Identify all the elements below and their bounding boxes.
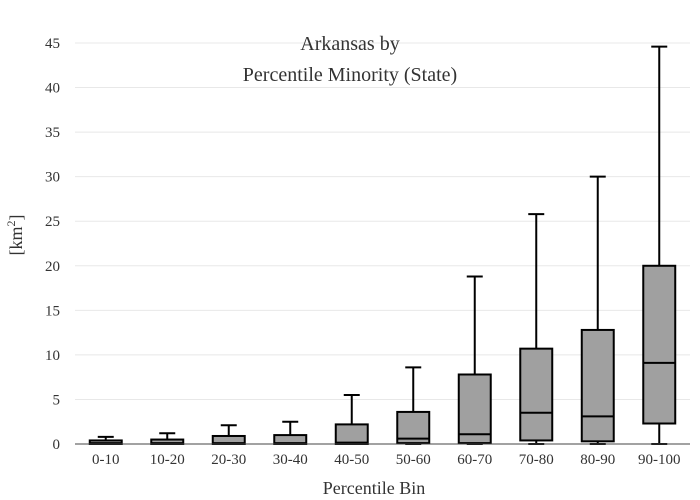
iqr-box [334,423,369,446]
box-10-20 [150,432,185,445]
x-tick-label: 20-30 [211,452,246,468]
y-tick-label: 0 [53,437,61,453]
y-axis-ticks: 0 5 10 15 20 25 30 35 40 45 [45,36,60,453]
y-axis-label-superscript: 2 [4,221,18,227]
box-60-70 [457,275,492,445]
y-tick-label: 15 [45,303,60,319]
y-axis-label-main: [km [6,227,26,256]
y-axis-label: [km2] [4,215,26,256]
x-tick-label: 60-70 [457,452,492,468]
box-50-60 [396,366,431,445]
box-0-10 [88,435,123,445]
y-tick-label: 35 [45,125,60,141]
iqr-box [580,328,615,443]
y-tick-label: 5 [53,392,61,408]
x-tick-label: 90-100 [638,452,681,468]
x-tick-label: 80-90 [580,452,615,468]
x-tick-label: 10-20 [150,452,185,468]
iqr-box [642,264,677,425]
box-90-100 [642,45,677,445]
chart-title-line1: Arkansas by [300,33,399,55]
box-40-50 [334,393,369,446]
grid-lines [75,42,690,400]
x-tick-label: 30-40 [273,452,308,468]
iqr-box [457,373,492,445]
y-axis-label-close: ] [6,215,26,221]
x-axis-ticks: 0-10 10-20 20-30 30-40 40-50 50-60 60-70 70-80 8… [92,452,681,468]
y-tick-label: 10 [45,348,60,364]
x-tick-label: 0-10 [92,452,120,468]
y-tick-label: 25 [45,214,60,230]
box-20-30 [211,424,246,446]
y-tick-label: 20 [45,259,60,275]
y-tick-label: 30 [45,170,60,186]
iqr-box [519,347,554,442]
box-80-90 [580,175,615,445]
box-30-40 [273,420,308,446]
x-tick-label: 50-60 [396,452,431,468]
box-70-80 [519,213,554,445]
x-tick-label: 70-80 [519,452,554,468]
chart-title-line2: Percentile Minority (State) [243,64,457,86]
x-tick-label: 40-50 [334,452,369,468]
y-tick-label: 45 [45,36,60,52]
y-tick-label: 40 [45,81,60,97]
x-axis-label: Percentile Bin [323,478,425,498]
box-series [88,45,677,446]
